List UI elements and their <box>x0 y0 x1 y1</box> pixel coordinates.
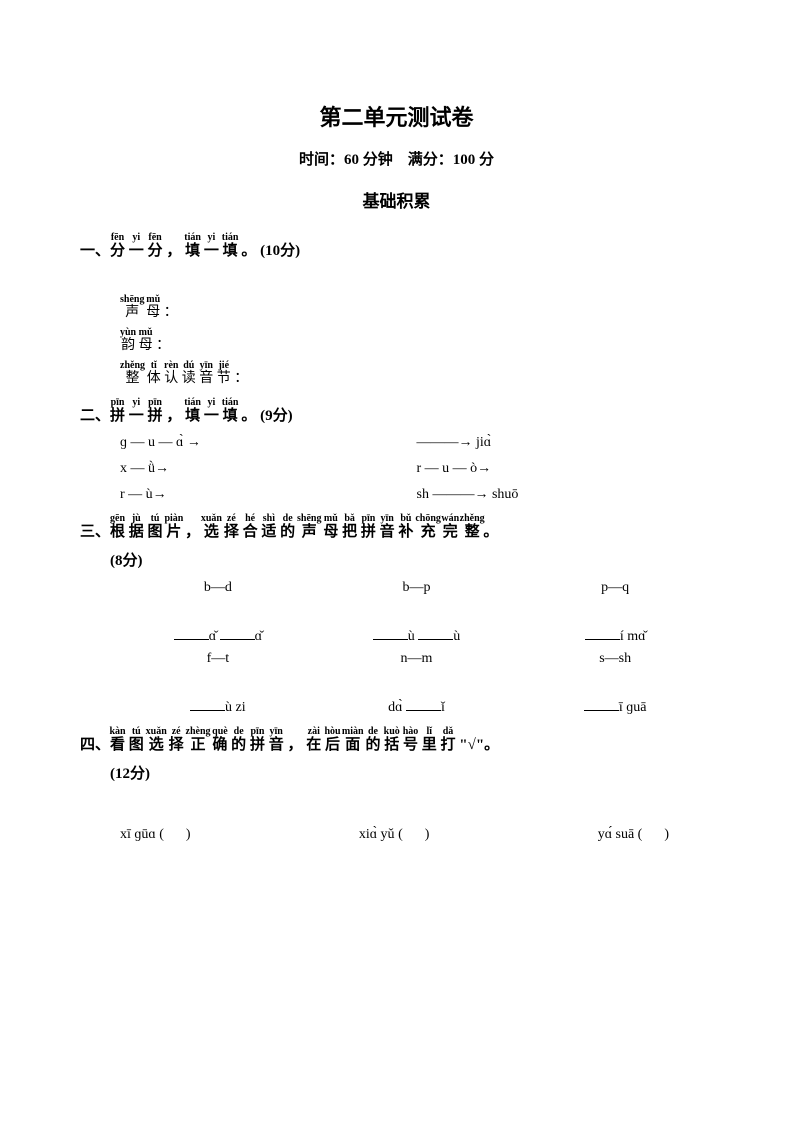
q4-cell: xiɑ̀ yǔ ( ) <box>359 823 434 843</box>
paren: ( ) <box>638 827 673 842</box>
q1-zt-ruby: 整zhěng 体tǐ 认rèn 读dú 音yīn 节jié <box>120 371 234 386</box>
q2-row: x — ǜ→r — u — ò→ <box>120 461 713 477</box>
q3-cell: f—t <box>120 651 316 667</box>
meta-line: 时间：60 分钟 满分：100 分 <box>80 148 713 169</box>
q2-row: r — ù→sh ———→ shuō <box>120 487 713 503</box>
q3-text: dɑ̀ <box>388 700 402 715</box>
q3-row-3: f—tn—ms—sh <box>120 651 713 667</box>
colon: ： <box>156 338 170 353</box>
q3-row-2: ɑ̌ ɑ̌ ù ù í mɑ̌ <box>120 626 713 645</box>
q3-block: b—db—pp—q ɑ̌ ɑ̌ ù ù í mɑ̌ f—tn—ms—sh ù z… <box>120 580 713 716</box>
question-3: 三、根gēn 据jù 图tú 片piàn ， 选xuǎn 择zé 合hé 适sh… <box>80 513 713 716</box>
section-header: 基础积累 <box>80 187 713 212</box>
q2-grid: ɡ — u — ɑ̀ →———→ jiɑ̀x — ǜ→r — u — ò→r —… <box>120 435 713 503</box>
q3-cell: ù zi <box>120 697 316 716</box>
q3-text: ǐ <box>441 700 445 715</box>
q3-heading: 三、根gēn 据jù 图tú 片piàn ， 选xuǎn 择zé 合hé 适sh… <box>80 513 713 543</box>
q2-ruby: 拼pīn 一yi 拼pīn ， 填tián 一yi 填tián 。 <box>110 408 260 424</box>
q3-cell: b—p <box>319 580 515 596</box>
q1-ym-ruby: 韵yùn 母mǔ <box>120 338 156 353</box>
q3-suffix: ɑ̌ <box>209 629 216 644</box>
q3-text: ù zi <box>225 700 246 715</box>
q1-zhengti: 整zhěng 体tǐ 认rèn 读dú 音yīn 节jié ： <box>120 360 713 387</box>
q3-suffix: ù <box>408 629 415 644</box>
q1-points: (10分) <box>260 243 300 259</box>
q4-heading: 四、看kàn 图tú 选xuǎn 择zé 正zhèng 确què 的de 拼pī… <box>80 726 713 756</box>
q3-cell: dɑ̀ ǐ <box>319 697 515 716</box>
q2-cell: x — ǜ→ <box>120 461 417 477</box>
q3-cell: ɑ̌ ɑ̌ <box>120 626 316 645</box>
q3-cell: s—sh <box>517 651 713 667</box>
q3-text: ī ɡuā <box>619 700 647 715</box>
q3-points-line: (8分) <box>110 551 713 572</box>
time-value: 60 <box>344 152 359 168</box>
q3-cell: í mɑ̌ <box>517 626 713 645</box>
q3-cell: p—q <box>517 580 713 596</box>
q4-points-line: (12分) <box>110 764 713 785</box>
paren: ( ) <box>159 827 194 842</box>
q1-ruby: 分fēn 一yi 分fēn ， 填tián 一yi 填tián 。 <box>110 243 260 259</box>
q4-num: 四、 <box>80 737 110 753</box>
q2-points: (9分) <box>260 408 293 424</box>
q4-ruby: 看kàn 图tú 选xuǎn 择zé 正zhèng 确què 的de 拼pīn … <box>110 737 459 753</box>
q3-cell: ù ù <box>319 626 515 645</box>
q3-num: 三、 <box>80 524 110 540</box>
q1-sm-ruby: 声shēng 母mǔ <box>120 305 164 320</box>
q4-cell: xī ɡūɑ ( ) <box>120 823 195 843</box>
q2-cell: r — ù→ <box>120 487 417 503</box>
q4-row: xī ɡūɑ ( ) xiɑ̀ yǔ ( ) yɑ́ suā ( ) <box>120 823 673 843</box>
q1-yunmu: 韵yùn 母mǔ ： <box>120 327 713 354</box>
q2-cell: r — u — ò→ <box>417 461 714 477</box>
time-unit: 分钟 <box>363 152 393 168</box>
q3-suffix: ɑ̌ <box>255 629 262 644</box>
q3-row-1: b—db—pp—q <box>120 580 713 596</box>
q3-cell: b—d <box>120 580 316 596</box>
q3-suffix: í mɑ̌ <box>620 629 646 644</box>
q4-points: (12分) <box>110 766 150 782</box>
q4-text: yɑ́ suā <box>598 827 634 842</box>
q3-points: (8分) <box>110 553 143 569</box>
q2-cell: ———→ jiɑ̀ <box>417 435 714 451</box>
q2-row: ɡ — u — ɑ̀ →———→ jiɑ̀ <box>120 435 713 451</box>
q1-num: 一、 <box>80 243 110 259</box>
full-value: 100 <box>453 152 476 168</box>
q2-cell: sh ———→ shuō <box>417 487 714 503</box>
colon: ： <box>234 371 248 386</box>
colon: ： <box>164 305 178 320</box>
question-4: 四、看kàn 图tú 选xuǎn 择zé 正zhèng 确què 的de 拼pī… <box>80 726 713 843</box>
page-title: 第二单元测试卷 <box>80 100 713 132</box>
time-label: 时间： <box>299 152 344 168</box>
q2-num: 二、 <box>80 408 110 424</box>
q4-tail: "√"。 <box>459 737 499 753</box>
q1-shengmu: 声shēng 母mǔ ： <box>120 294 713 321</box>
q2-heading: 二、拼pīn 一yi 拼pīn ， 填tián 一yi 填tián 。 (9分) <box>80 397 713 427</box>
q1-heading: 一、分fēn 一yi 分fēn ， 填tián 一yi 填tián 。 (10分… <box>80 232 713 262</box>
question-2: 二、拼pīn 一yi 拼pīn ， 填tián 一yi 填tián 。 (9分)… <box>80 397 713 503</box>
full-unit: 分 <box>479 152 494 168</box>
full-label: 满分： <box>408 152 453 168</box>
q3-row-4: ù zi dɑ̀ ǐ ī ɡuā <box>120 697 713 716</box>
q2-cell: ɡ — u — ɑ̀ → <box>120 435 417 451</box>
q3-ruby: 根gēn 据jù 图tú 片piàn ， 选xuǎn 择zé 合hé 适shì … <box>110 524 498 540</box>
q3-cell: ī ɡuā <box>517 697 713 716</box>
q4-text: xiɑ̀ yǔ <box>359 827 395 842</box>
q4-cell: yɑ́ suā ( ) <box>598 823 673 843</box>
paren: ( ) <box>398 827 433 842</box>
question-1: 一、分fēn 一yi 分fēn ， 填tián 一yi 填tián 。 (10分… <box>80 232 713 387</box>
q3-cell: n—m <box>319 651 515 667</box>
q4-text: xī ɡūɑ <box>120 827 156 842</box>
q3-suffix: ù <box>453 629 460 644</box>
